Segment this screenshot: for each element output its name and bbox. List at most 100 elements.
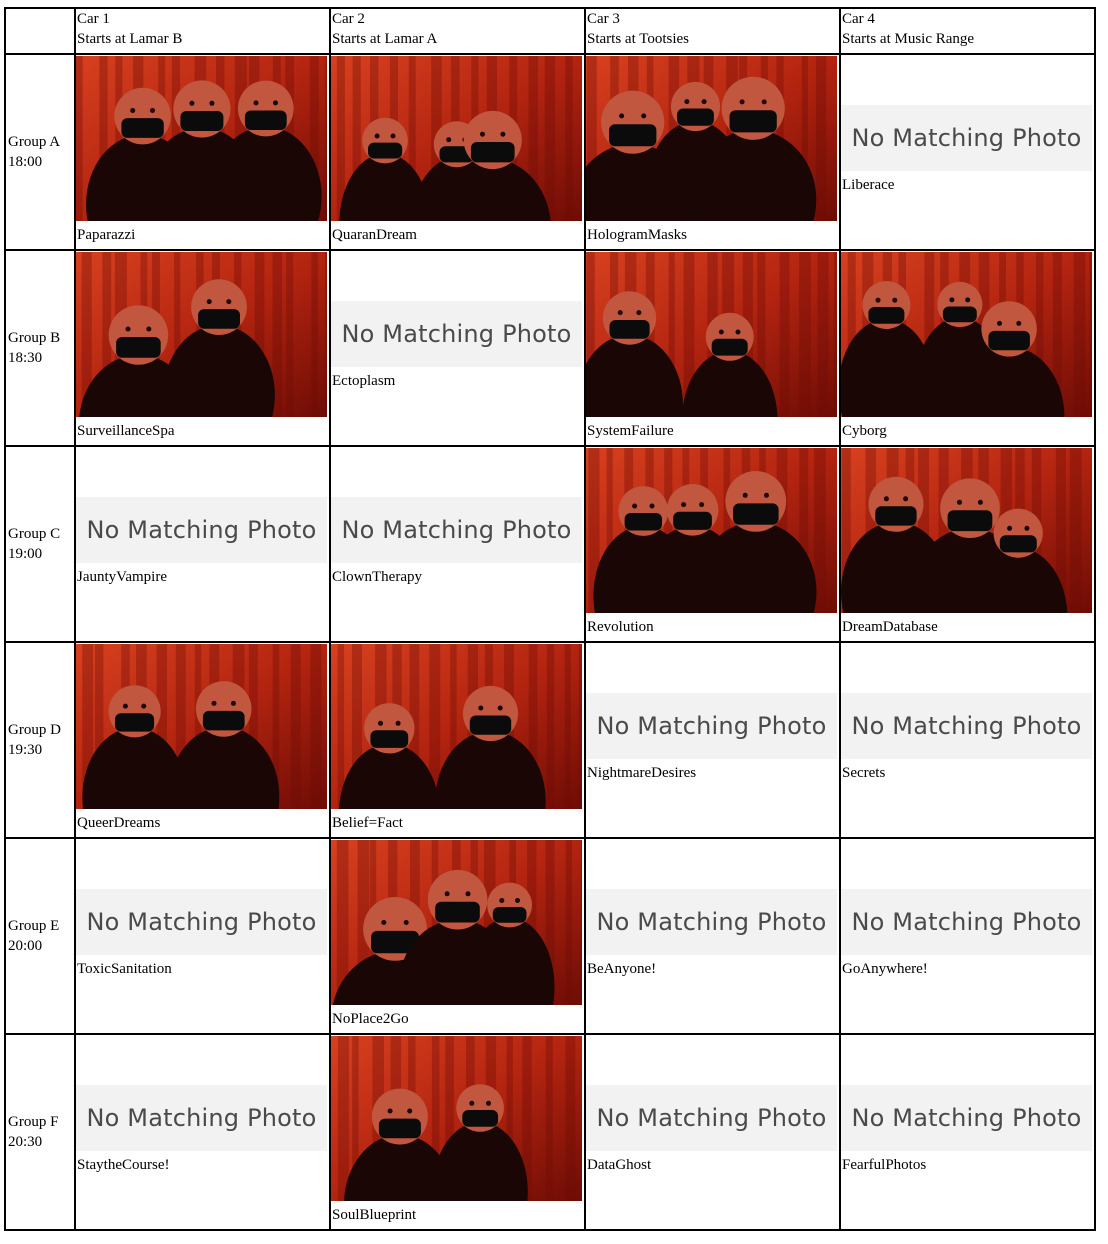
car-start: Starts at Lamar B bbox=[77, 31, 183, 47]
slot-cell: Paparazzi bbox=[74, 53, 331, 251]
slot-cell: No Matching Photo FearfulPhotos bbox=[839, 1033, 1096, 1231]
theme-caption: Secrets bbox=[842, 765, 886, 781]
theme-caption: DreamDatabase bbox=[842, 619, 938, 635]
no-photo-placeholder: No Matching Photo bbox=[842, 1085, 1092, 1151]
slot-cell: No Matching Photo Liberace bbox=[839, 53, 1096, 251]
group-name: Group F bbox=[8, 1114, 59, 1130]
theme-caption: FearfulPhotos bbox=[842, 1157, 927, 1173]
theme-caption: BeAnyone! bbox=[587, 961, 657, 977]
corner-cell bbox=[4, 7, 76, 55]
slot-cell: DreamDatabase bbox=[839, 445, 1096, 643]
no-photo-text: No Matching Photo bbox=[596, 908, 827, 936]
booth-photo bbox=[77, 644, 327, 809]
slot-cell: No Matching Photo GoAnywhere! bbox=[839, 837, 1096, 1035]
car-start: Starts at Lamar A bbox=[332, 31, 438, 47]
no-photo-text: No Matching Photo bbox=[851, 908, 1082, 936]
no-photo-placeholder: No Matching Photo bbox=[77, 497, 327, 563]
car-header-2: Car 2 Starts at Lamar A bbox=[329, 7, 586, 55]
theme-caption: SurveillanceSpa bbox=[77, 423, 175, 439]
no-photo-placeholder: No Matching Photo bbox=[587, 693, 837, 759]
theme-caption: Ectoplasm bbox=[332, 373, 396, 389]
slot-cell: Revolution bbox=[584, 445, 841, 643]
booth-photo bbox=[842, 448, 1092, 613]
booth-photo bbox=[587, 448, 837, 613]
theme-caption: ToxicSanitation bbox=[77, 961, 172, 977]
no-photo-text: No Matching Photo bbox=[851, 1104, 1082, 1132]
group-time: 19:30 bbox=[8, 742, 43, 758]
slot-cell: SoulBlueprint bbox=[329, 1033, 586, 1231]
slot-cell: No Matching Photo NightmareDesires bbox=[584, 641, 841, 839]
no-photo-placeholder: No Matching Photo bbox=[77, 889, 327, 955]
no-photo-text: No Matching Photo bbox=[596, 1104, 827, 1132]
car-start: Starts at Music Range bbox=[842, 31, 975, 47]
no-photo-placeholder: No Matching Photo bbox=[587, 889, 837, 955]
slot-cell: HologramMasks bbox=[584, 53, 841, 251]
theme-caption: Liberace bbox=[842, 177, 895, 193]
car-header-4: Car 4 Starts at Music Range bbox=[839, 7, 1096, 55]
group-row: Group E 20:00 No Matching Photo ToxicSanita… bbox=[4, 837, 1096, 1035]
booth-photo bbox=[332, 840, 582, 1005]
car-name: Car 2 bbox=[332, 11, 365, 27]
booth-photo bbox=[332, 644, 582, 809]
group-time: 20:00 bbox=[8, 938, 43, 954]
car-name: Car 3 bbox=[587, 11, 620, 27]
theme-caption: NightmareDesires bbox=[587, 765, 697, 781]
slot-cell: No Matching Photo StaytheCourse! bbox=[74, 1033, 331, 1231]
booth-photo bbox=[332, 1036, 582, 1201]
group-label-cell: Group B 18:30 bbox=[4, 249, 76, 447]
theme-caption: ClownTherapy bbox=[332, 569, 422, 585]
no-photo-text: No Matching Photo bbox=[851, 712, 1082, 740]
no-photo-placeholder: No Matching Photo bbox=[332, 301, 582, 367]
no-photo-text: No Matching Photo bbox=[86, 1104, 317, 1132]
car-start: Starts at Tootsies bbox=[587, 31, 690, 47]
group-name: Group D bbox=[8, 722, 61, 738]
slot-cell: SurveillanceSpa bbox=[74, 249, 331, 447]
booth-photo bbox=[842, 252, 1092, 417]
group-row: Group A 18:00 Paparazzi QuaranDream Hologram… bbox=[4, 53, 1096, 251]
group-name: Group B bbox=[8, 330, 61, 346]
theme-caption: Paparazzi bbox=[77, 227, 136, 243]
group-label-cell: Group C 19:00 bbox=[4, 445, 76, 643]
slot-cell: Belief=Fact bbox=[329, 641, 586, 839]
no-photo-text: No Matching Photo bbox=[341, 320, 572, 348]
booth-photo bbox=[587, 252, 837, 417]
group-label-cell: Group D 19:30 bbox=[4, 641, 76, 839]
car-name: Car 4 bbox=[842, 11, 875, 27]
no-photo-text: No Matching Photo bbox=[86, 516, 317, 544]
slot-cell: No Matching Photo JauntyVampire bbox=[74, 445, 331, 643]
no-photo-placeholder: No Matching Photo bbox=[332, 497, 582, 563]
slot-cell: No Matching Photo DataGhost bbox=[584, 1033, 841, 1231]
theme-caption: DataGhost bbox=[587, 1157, 652, 1173]
group-row: Group F 20:30 No Matching Photo StaytheCour… bbox=[4, 1033, 1096, 1231]
booth-photo bbox=[77, 252, 327, 417]
no-photo-placeholder: No Matching Photo bbox=[842, 693, 1092, 759]
slot-cell: No Matching Photo ToxicSanitation bbox=[74, 837, 331, 1035]
no-photo-placeholder: No Matching Photo bbox=[842, 105, 1092, 171]
group-name: Group E bbox=[8, 918, 60, 934]
theme-caption: QueerDreams bbox=[77, 815, 161, 831]
no-photo-text: No Matching Photo bbox=[341, 516, 572, 544]
theme-caption: NoPlace2Go bbox=[332, 1011, 409, 1027]
car-header-3: Car 3 Starts at Tootsies bbox=[584, 7, 841, 55]
no-photo-placeholder: No Matching Photo bbox=[842, 889, 1092, 955]
slot-cell: QueerDreams bbox=[74, 641, 331, 839]
group-label-cell: Group A 18:00 bbox=[4, 53, 76, 251]
group-label-cell: Group F 20:30 bbox=[4, 1033, 76, 1231]
group-name: Group A bbox=[8, 134, 61, 150]
theme-caption: SystemFailure bbox=[587, 423, 674, 439]
booth-photo bbox=[332, 56, 582, 221]
group-time: 18:30 bbox=[8, 350, 43, 366]
slot-cell: No Matching Photo Ectoplasm bbox=[329, 249, 586, 447]
group-time: 20:30 bbox=[8, 1134, 43, 1150]
group-row: Group D 19:30 QueerDreams Belief=Fact No Mat… bbox=[4, 641, 1096, 839]
no-photo-text: No Matching Photo bbox=[86, 908, 317, 936]
theme-caption: Belief=Fact bbox=[332, 815, 403, 831]
theme-caption: HologramMasks bbox=[587, 227, 687, 243]
slot-cell: No Matching Photo BeAnyone! bbox=[584, 837, 841, 1035]
slot-cell: No Matching Photo Secrets bbox=[839, 641, 1096, 839]
group-row: Group C 19:00 No Matching Photo JauntyVampi… bbox=[4, 445, 1096, 643]
theme-caption: Revolution bbox=[587, 619, 654, 635]
slot-cell: Cyborg bbox=[839, 249, 1096, 447]
theme-caption: SoulBlueprint bbox=[332, 1207, 417, 1223]
schedule-table: Car 1 Starts at Lamar B Car 2 Starts at … bbox=[4, 7, 1096, 1231]
